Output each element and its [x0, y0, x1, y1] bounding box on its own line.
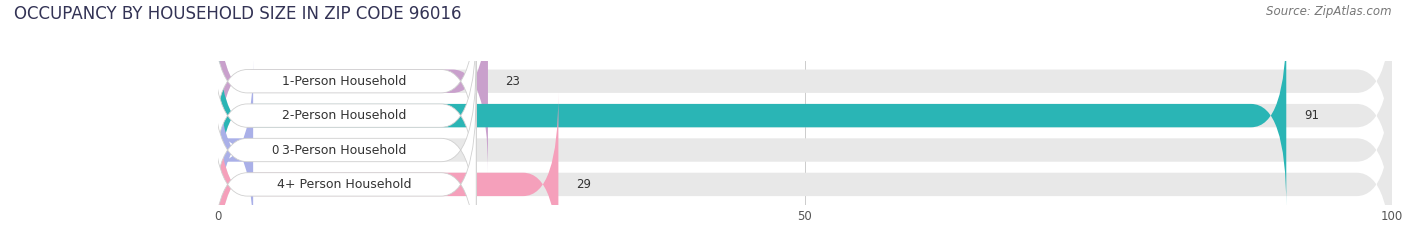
FancyBboxPatch shape: [218, 58, 253, 233]
FancyBboxPatch shape: [218, 58, 1392, 233]
Text: 91: 91: [1303, 109, 1319, 122]
FancyBboxPatch shape: [218, 0, 488, 173]
Text: 3-Person Household: 3-Person Household: [283, 144, 406, 157]
Text: 2-Person Household: 2-Person Household: [283, 109, 406, 122]
FancyBboxPatch shape: [218, 24, 1392, 207]
Text: 1-Person Household: 1-Person Household: [283, 75, 406, 88]
FancyBboxPatch shape: [218, 24, 1286, 207]
Text: 4+ Person Household: 4+ Person Household: [277, 178, 412, 191]
FancyBboxPatch shape: [212, 24, 477, 207]
Text: Source: ZipAtlas.com: Source: ZipAtlas.com: [1267, 5, 1392, 18]
FancyBboxPatch shape: [212, 58, 477, 233]
Text: 23: 23: [506, 75, 520, 88]
Text: 29: 29: [576, 178, 591, 191]
FancyBboxPatch shape: [218, 93, 558, 233]
FancyBboxPatch shape: [212, 93, 477, 233]
FancyBboxPatch shape: [218, 93, 1392, 233]
FancyBboxPatch shape: [212, 0, 477, 173]
Text: 0: 0: [271, 144, 278, 157]
FancyBboxPatch shape: [218, 0, 1392, 173]
Text: OCCUPANCY BY HOUSEHOLD SIZE IN ZIP CODE 96016: OCCUPANCY BY HOUSEHOLD SIZE IN ZIP CODE …: [14, 5, 461, 23]
